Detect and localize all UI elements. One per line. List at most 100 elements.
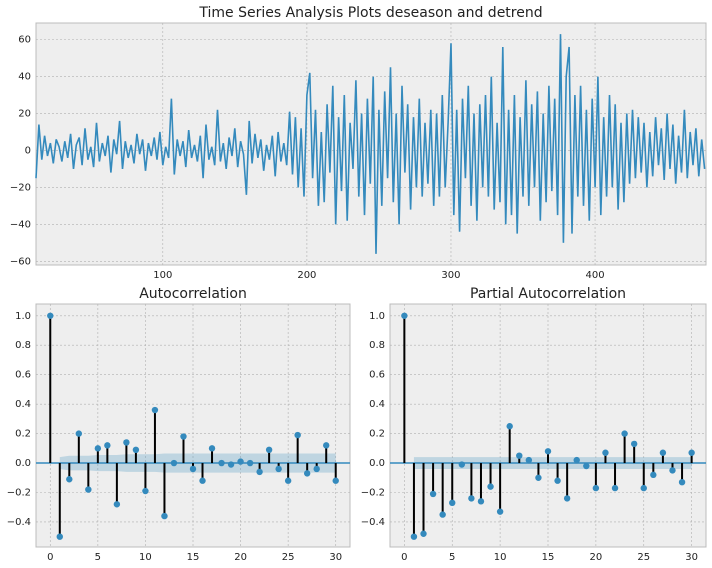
stem-marker: [429, 490, 437, 498]
x-tick-label: 0: [401, 552, 407, 563]
y-tick-label: −0.2: [7, 488, 31, 499]
stem-marker: [104, 442, 111, 449]
stem-marker: [468, 495, 475, 502]
stem-marker: [161, 512, 168, 520]
y-tick-label: 1.0: [369, 311, 385, 322]
stem-marker: [284, 477, 292, 484]
stem-marker: [583, 462, 590, 470]
x-tick-label: 200: [297, 270, 316, 281]
stem-marker: [535, 474, 542, 481]
stem-marker: [85, 486, 92, 493]
stem-marker: [142, 487, 149, 495]
y-tick-label: −0.2: [361, 488, 385, 499]
chart-title: Partial Autocorrelation: [470, 286, 626, 302]
x-tick-label: 30: [329, 552, 342, 563]
y-tick-label: 0.8: [15, 340, 31, 351]
x-tick-label: 25: [637, 552, 650, 563]
y-tick-label: 0: [25, 145, 31, 156]
y-tick-label: 20: [18, 109, 31, 120]
x-tick-label: 20: [234, 552, 247, 563]
y-tick-label: 60: [18, 35, 31, 46]
stem-marker: [401, 312, 408, 319]
x-tick-label: 20: [590, 552, 603, 563]
stem-marker: [630, 440, 638, 448]
stem-marker: [303, 470, 311, 477]
stem-marker: [180, 433, 187, 440]
y-tick-label: 0.0: [369, 458, 385, 469]
stem-marker: [525, 456, 533, 464]
chart-title: Autocorrelation: [139, 286, 247, 302]
y-tick-label: 0.4: [369, 399, 385, 410]
stem-marker: [439, 511, 446, 518]
x-tick-label: 5: [449, 552, 455, 563]
y-tick-label: 0.0: [15, 458, 31, 469]
stem-marker: [75, 430, 83, 437]
stem-marker: [208, 445, 216, 452]
x-tick-label: 25: [282, 552, 295, 563]
stem-marker: [563, 495, 571, 502]
stem-marker: [688, 449, 695, 456]
y-tick-label: −20: [10, 182, 31, 193]
y-tick-label: 40: [18, 72, 31, 83]
stem-marker: [516, 452, 523, 459]
stem-marker: [449, 499, 456, 507]
stem-marker: [170, 459, 178, 467]
stem-marker: [496, 508, 504, 515]
x-tick-label: 30: [685, 552, 698, 563]
x-tick-label: 400: [586, 270, 605, 281]
stem-marker: [592, 484, 600, 492]
x-tick-label: 300: [441, 270, 460, 281]
stem-marker: [659, 449, 667, 456]
stem-marker: [458, 461, 466, 468]
stem-marker: [410, 533, 418, 540]
series-line: [35, 34, 706, 254]
x-tick-label: 15: [187, 552, 200, 563]
x-tick-label: 10: [494, 552, 507, 563]
stem-marker: [332, 477, 339, 484]
chart-title: Time Series Analysis Plots deseason and …: [198, 5, 542, 21]
stem-marker: [227, 461, 235, 468]
stem-marker: [477, 498, 485, 505]
stem-marker: [132, 446, 140, 453]
y-tick-label: 0.2: [15, 429, 31, 440]
y-tick-label: 1.0: [15, 311, 31, 322]
x-tick-label: 10: [139, 552, 152, 563]
stem-marker: [275, 465, 282, 473]
stem-marker: [621, 430, 628, 437]
stem-marker: [544, 448, 552, 455]
stem-marker: [151, 406, 159, 414]
stem-marker: [294, 431, 301, 439]
stem-marker: [669, 467, 676, 474]
stem-marker: [94, 445, 102, 452]
stem-marker: [573, 456, 580, 464]
x-tick-label: 100: [153, 270, 172, 281]
x-tick-label: 0: [47, 552, 53, 563]
stem-marker: [650, 471, 657, 479]
stem-marker: [323, 442, 330, 449]
stem-marker: [56, 533, 63, 540]
x-tick-label: 15: [542, 552, 555, 563]
stem-marker: [123, 439, 130, 446]
stem-marker: [313, 465, 320, 473]
stem-marker: [237, 458, 244, 465]
stem-marker: [420, 530, 427, 537]
stem-marker: [487, 483, 494, 490]
y-tick-label: −40: [10, 219, 31, 230]
y-tick-label: 0.6: [369, 370, 385, 381]
stem-marker: [265, 446, 273, 453]
stem-marker: [256, 468, 263, 476]
stem-marker: [113, 501, 121, 508]
y-tick-label: 0.8: [369, 340, 385, 351]
y-tick-label: 0.6: [15, 370, 31, 381]
x-tick-label: 5: [95, 552, 101, 563]
stem-marker: [554, 477, 561, 484]
stem-marker: [246, 459, 254, 467]
stem-marker: [678, 479, 686, 486]
stem-marker: [199, 477, 206, 484]
y-tick-label: −0.4: [361, 517, 385, 528]
stem-marker: [66, 476, 73, 483]
stem-marker: [189, 465, 197, 473]
stem-marker: [602, 449, 609, 456]
y-tick-label: 0.4: [15, 399, 31, 410]
